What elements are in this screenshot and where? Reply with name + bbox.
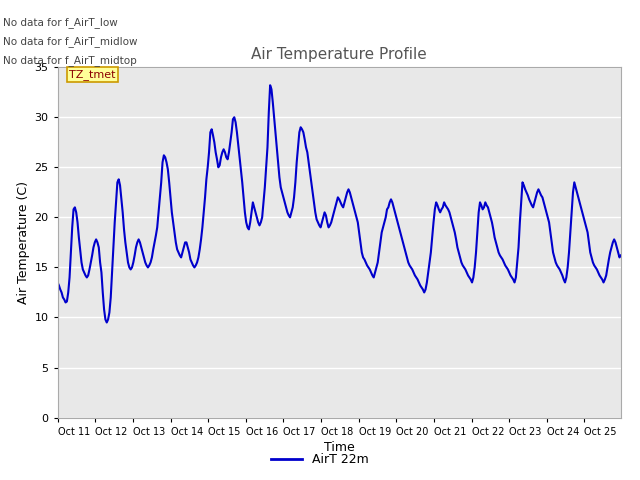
X-axis label: Time: Time: [324, 441, 355, 454]
Y-axis label: Air Temperature (C): Air Temperature (C): [17, 181, 30, 304]
Text: No data for f_AirT_midlow: No data for f_AirT_midlow: [3, 36, 138, 47]
Text: No data for f_AirT_low: No data for f_AirT_low: [3, 17, 118, 28]
Title: Air Temperature Profile: Air Temperature Profile: [252, 47, 427, 62]
Text: No data for f_AirT_midtop: No data for f_AirT_midtop: [3, 55, 137, 66]
Text: TZ_tmet: TZ_tmet: [69, 69, 115, 80]
Legend: AirT 22m: AirT 22m: [266, 448, 374, 471]
